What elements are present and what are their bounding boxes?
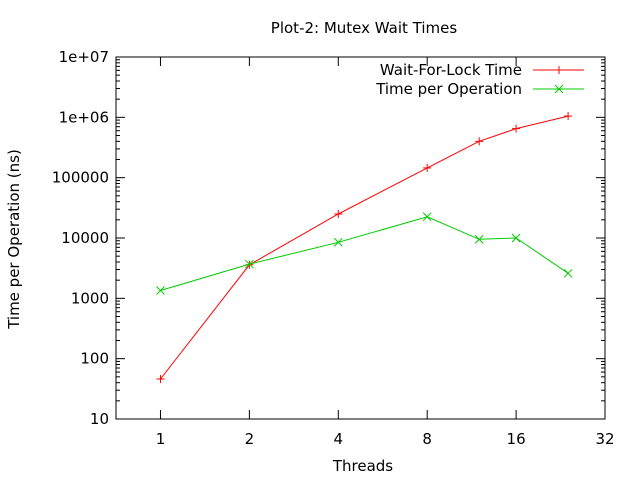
x-axis-label: Threads [332,457,393,475]
series-line [160,115,569,380]
y-tick-label: 100 [80,350,109,368]
y-tick-label: 10 [90,410,109,428]
x-tick-label: 32 [595,430,614,448]
plot-border [115,56,606,420]
x-tick-label: 4 [334,430,344,448]
y-tick-label: 1e+07 [59,48,109,66]
legend-marker [555,66,563,74]
chart-title: Plot-2: Mutex Wait Times [271,19,458,37]
legend-label: Wait-For-Lock Time [380,61,522,79]
data-point [511,233,521,243]
data-point [245,259,254,269]
data-point [563,268,573,278]
y-tick-label: 1e+06 [59,108,109,126]
series-line [160,216,569,291]
y-tick-label: 10000 [61,229,109,247]
data-point [156,286,165,295]
legend-marker [554,84,564,94]
series-wait-for-lock-time [156,112,573,384]
data-point [475,137,484,146]
y-axis-label: Time per Operation (ns) [5,149,23,330]
data-point [474,234,484,244]
data-point [423,163,432,172]
series-layer [156,112,573,384]
legend-label: Time per Operation [375,80,522,98]
data-point [512,124,521,133]
x-tick-label: 2 [245,430,255,448]
x-tick-label: 1 [156,430,166,448]
y-axis: 10 100 1000 10000 100000 1e+06 1e+07 [52,48,605,428]
data-point [334,209,343,218]
x-tick-label: 8 [422,430,432,448]
x-tick-label: 16 [507,430,526,448]
series-time-per-operation [156,212,573,295]
data-point [333,237,343,247]
y-tick-label: 1000 [71,289,109,307]
data-point [422,212,432,222]
data-point [564,112,573,121]
x-axis: 1 2 4 8 16 32 [156,57,615,448]
plot-area [115,56,606,420]
y-tick-label: 100000 [52,169,109,187]
data-point [156,375,165,384]
